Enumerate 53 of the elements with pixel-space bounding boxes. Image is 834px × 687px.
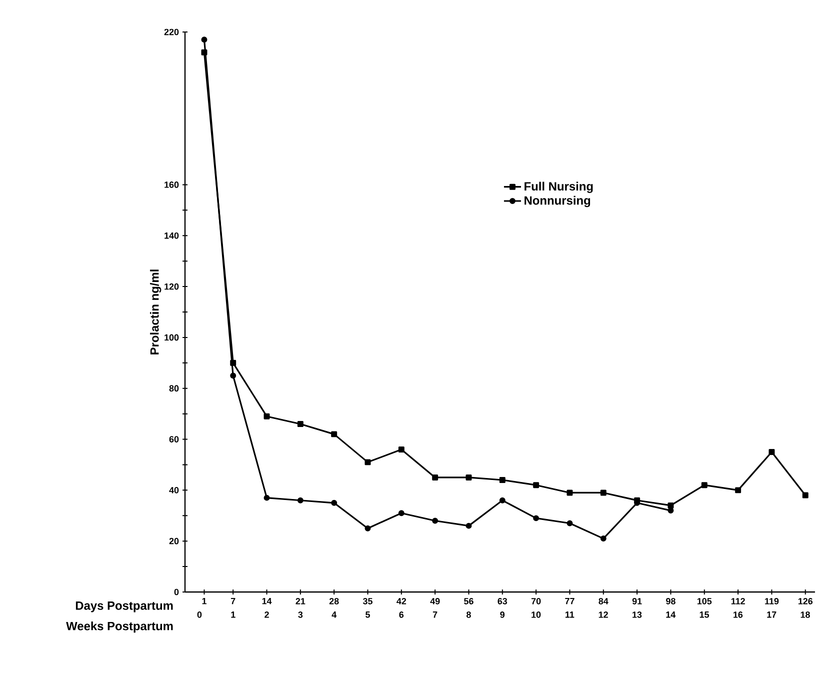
x2-tick-label: 8 xyxy=(466,612,471,618)
legend-label: Nonnursing xyxy=(524,196,590,208)
x-axis-title: Days Postpartum xyxy=(76,602,173,612)
x-tick-label: 49 xyxy=(430,598,440,604)
x-tick-label: 112 xyxy=(731,598,745,604)
x-tick-label: 77 xyxy=(565,598,574,604)
x-tick-label: 21 xyxy=(296,598,306,604)
x2-tick-label: 6 xyxy=(399,612,404,618)
x2-tick-label: 1 xyxy=(231,612,236,618)
x2-tick-label: 3 xyxy=(298,612,303,618)
x-tick-label: 84 xyxy=(598,598,608,604)
x-tick-label: 1 xyxy=(202,598,206,604)
x2-tick-label: 2 xyxy=(264,612,269,618)
x-tick-label: 56 xyxy=(464,598,474,604)
y-tick-label: 140 xyxy=(164,232,179,239)
y-tick-label: 220 xyxy=(164,28,179,36)
x-tick-label: 119 xyxy=(765,598,779,604)
y-tick-label: 40 xyxy=(169,487,179,494)
x2-tick-label: 17 xyxy=(767,612,776,618)
x-tick-label: 63 xyxy=(498,598,508,604)
x2-tick-label: 9 xyxy=(500,612,505,618)
x-tick-label: 42 xyxy=(396,598,406,604)
x2-tick-label: 11 xyxy=(565,612,574,618)
x-tick-label: 105 xyxy=(697,598,712,604)
x-tick-label: 126 xyxy=(798,598,813,604)
y-tick-label: 100 xyxy=(164,334,179,341)
y-tick-label: 160 xyxy=(164,182,179,188)
y-tick-label: 120 xyxy=(164,283,179,290)
x2-tick-label: 10 xyxy=(532,612,541,618)
x2-tick-label: 18 xyxy=(800,612,810,618)
x2-tick-label: 7 xyxy=(432,612,438,618)
y-tick-label: 0 xyxy=(174,588,179,596)
x-tick-label: 14 xyxy=(262,598,272,604)
y-tick-label: 20 xyxy=(169,538,179,544)
x-tick-label: 98 xyxy=(666,598,676,604)
y-tick-label: 80 xyxy=(169,385,179,392)
x2-tick-label: 13 xyxy=(632,612,642,618)
x-tick-label: 35 xyxy=(362,598,372,604)
x-tick-label: 91 xyxy=(632,598,642,604)
x2-tick-label: 5 xyxy=(366,612,370,618)
x-tick-label: 7 xyxy=(230,598,236,604)
x2-tick-label: 14 xyxy=(666,612,676,618)
x2-tick-label: 12 xyxy=(598,612,608,618)
y-tick-label: 60 xyxy=(169,436,179,442)
x-tick-label: 28 xyxy=(329,598,339,604)
x2-axis-title: Weeks Postpartum xyxy=(66,622,173,633)
y-axis-title: Prolactin ng/ml xyxy=(150,270,162,354)
x2-tick-label: 4 xyxy=(332,612,337,618)
x-tick-label: 70 xyxy=(531,598,541,604)
x2-tick-label: 0 xyxy=(197,612,202,618)
x2-tick-label: 16 xyxy=(734,612,743,618)
x2-tick-label: 15 xyxy=(700,612,710,618)
legend-label: Full Nursing xyxy=(524,182,593,193)
